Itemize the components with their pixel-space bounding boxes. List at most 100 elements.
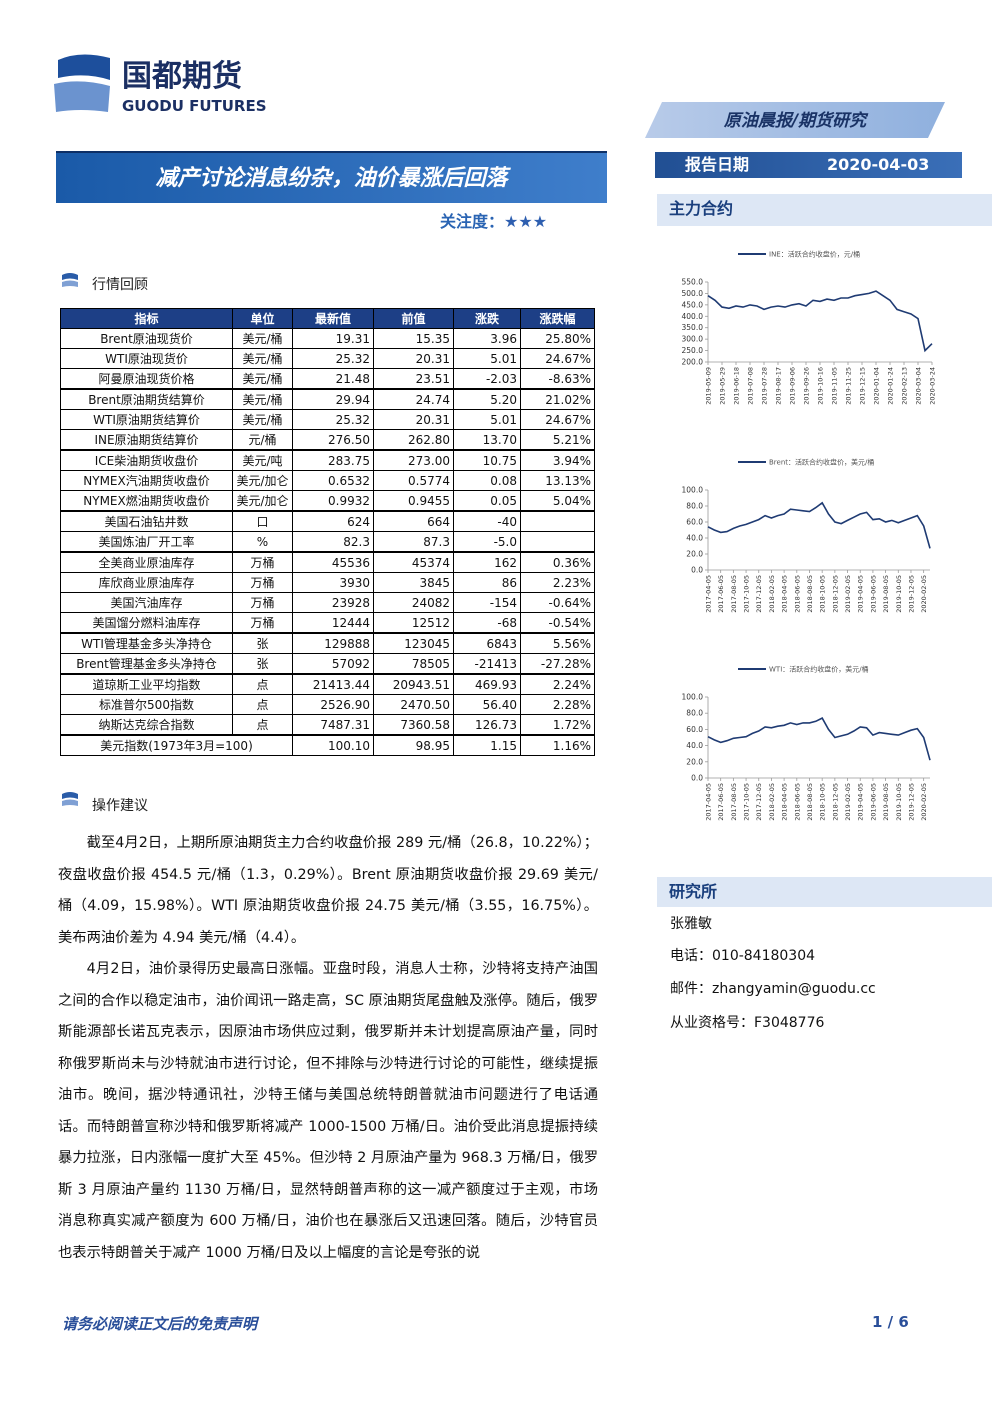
x-tick-label: 2018-06-05: [793, 575, 801, 613]
table-cell: 美国炼油厂开工率: [60, 531, 233, 553]
table-cell: 0.9932: [292, 490, 374, 512]
x-tick-label: 2017-06-05: [717, 575, 725, 613]
table-cell: 5.21%: [520, 429, 595, 451]
x-tick-label: 2020-02-05: [920, 783, 928, 821]
table-row: 标准普尔500指数点 2526.90 2470.50 56.40 2.28%: [60, 694, 595, 715]
x-tick-label: 2018-10-05: [819, 783, 827, 821]
table-cell: -21413: [453, 653, 521, 675]
table-cell: 纳斯达克综合指数: [60, 714, 233, 736]
table-cell: 阿曼原油现货价格: [60, 368, 233, 390]
table-cell: 美元/桶: [232, 328, 293, 349]
y-tick-label: 250.0: [682, 346, 704, 355]
table-cell: 283.75: [292, 449, 374, 471]
table-cell: -0.64%: [520, 592, 595, 613]
table-cell: 全美商业原油库存: [60, 551, 233, 573]
x-tick-label: 2019-12-05: [907, 575, 915, 613]
x-tick-label: 2018-10-05: [819, 575, 827, 613]
table-row: NYMEX汽油期货收盘价 美元/加仑 0.6532 0.5774 0.08 13.13%: [60, 470, 595, 491]
table-cell: 7487.31: [292, 714, 374, 736]
table-cell: 57092: [292, 653, 374, 675]
y-tick-label: 200.0: [682, 358, 704, 367]
table-cell: 10.75: [453, 449, 521, 471]
y-tick-label: 300.0: [682, 335, 704, 344]
y-tick-label: 80.0: [686, 709, 703, 718]
table-cell: 1.15: [453, 734, 521, 756]
x-tick-label: 2019-05-09: [705, 367, 713, 405]
section-title: 研究所: [657, 877, 992, 907]
table-cell: ICE柴油期货收盘价: [60, 449, 233, 471]
x-tick-label: 2019-10-05: [895, 783, 903, 821]
x-tick-label: 2019-09-26: [803, 367, 811, 405]
table-row: 道琼斯工业平均指数点 21413.44 20943.51 469.93 2.24%: [60, 673, 595, 695]
table-cell: 5.04%: [520, 490, 595, 512]
x-tick-label: 2018-02-05: [768, 575, 776, 613]
table-cell: 道琼斯工业平均指数: [60, 673, 233, 695]
table-cell: 100.10: [292, 734, 374, 756]
series-line: [707, 290, 933, 353]
table-cell: 美元/加仑: [232, 490, 293, 512]
column-header: 最新值: [292, 308, 374, 329]
table-cell: 13.13%: [520, 470, 595, 491]
table-row: 美国炼油厂开工率% 82.3 87.3 -5.0: [60, 531, 595, 553]
section-icon: [62, 792, 78, 806]
table-cell: 23.51: [373, 368, 454, 390]
logo: 国都期货 GUODU FUTURES: [54, 54, 267, 115]
attention-label: 关注度：: [440, 212, 505, 231]
y-tick-label: 80.0: [686, 502, 703, 511]
y-tick-label: 100.0: [682, 486, 704, 495]
page-number: 1 / 6: [872, 1313, 909, 1331]
table-cell: 0.08: [453, 470, 521, 491]
table-row: 美国汽油库存 万桶 23928 24082 -154 -0.64%: [60, 592, 595, 613]
table-row: Brent原油现货价 美元/桶 19.31 15.35 3.96 25.80%: [60, 328, 595, 349]
table-cell: 0.05: [453, 490, 521, 512]
table-cell: Brent管理基金多头净持仓: [60, 653, 233, 675]
table-cell: 25.32: [292, 348, 374, 369]
table-cell: 13.70: [453, 429, 521, 451]
table-cell: INE原油期货结算价: [60, 429, 233, 451]
table-cell: -154: [453, 592, 521, 613]
x-tick-label: 2017-08-05: [730, 783, 738, 821]
table-row: ICE柴油期货收盘价 美元/吨 283.75 273.00 10.75 3.94%: [60, 449, 595, 471]
y-tick-label: 450.0: [682, 300, 704, 309]
report-date: 2020-04-03: [827, 155, 930, 174]
logo-en: GUODU FUTURES: [122, 97, 267, 115]
x-tick-label: 2019-04-05: [857, 575, 865, 613]
section-title: 行情回顾: [92, 277, 148, 293]
y-tick-label: 350.0: [682, 323, 704, 332]
table-cell: 张: [232, 632, 293, 654]
table-cell: %: [232, 531, 293, 553]
table-cell: 19.31: [292, 328, 374, 349]
table-row: NYMEX燃油期货收盘价 美元/加仑 0.9932 0.9455 0.05 5.04%: [60, 490, 595, 512]
x-tick-label: 2019-06-05: [869, 783, 877, 821]
table-cell: 21413.44: [292, 673, 374, 695]
logo-shape: [58, 54, 110, 80]
y-tick-label: 40.0: [686, 534, 703, 543]
y-tick-label: 400.0: [682, 312, 704, 321]
table-cell: 56.40: [453, 694, 521, 715]
table-cell: 美元/桶: [232, 348, 293, 369]
attention-stars: ★★★: [504, 212, 548, 231]
table-cell: 20.31: [373, 409, 454, 430]
x-tick-label: 2018-06-05: [793, 783, 801, 821]
table-cell: 129888: [292, 632, 374, 654]
table-row: WTI原油现货价 美元/桶 25.32 20.31 5.01 24.67%: [60, 348, 595, 369]
table-cell: 张: [232, 653, 293, 675]
column-header: 涨跌: [453, 308, 521, 329]
table-cell: WTI原油现货价: [60, 348, 233, 369]
table-cell: 262.80: [373, 429, 454, 451]
table-cell: -8.63%: [520, 368, 595, 390]
x-tick-label: 2017-10-05: [743, 783, 751, 821]
table-cell: Brent原油期货结算价: [60, 388, 233, 410]
table-cell: 87.3: [373, 531, 454, 553]
table-cell: 2526.90: [292, 694, 374, 715]
x-tick-label: 2017-04-05: [705, 575, 713, 613]
table-cell: Brent原油现货价: [60, 328, 233, 349]
table-cell: 2.23%: [520, 572, 595, 593]
y-tick-label: 20.0: [686, 550, 703, 559]
market-table: 指标 单位 最新值 前值 涨跌 涨跌幅 Brent原油现货价 美元/桶 19.31 15.35 3.…: [60, 308, 595, 756]
column-header: 单位: [232, 308, 293, 329]
x-tick-label: 2019-08-05: [882, 575, 890, 613]
x-tick-label: 2019-02-05: [844, 575, 852, 613]
table-header-row: 指标 单位 最新值 前值 涨跌 涨跌幅: [60, 308, 595, 329]
y-tick-label: 40.0: [686, 741, 703, 750]
